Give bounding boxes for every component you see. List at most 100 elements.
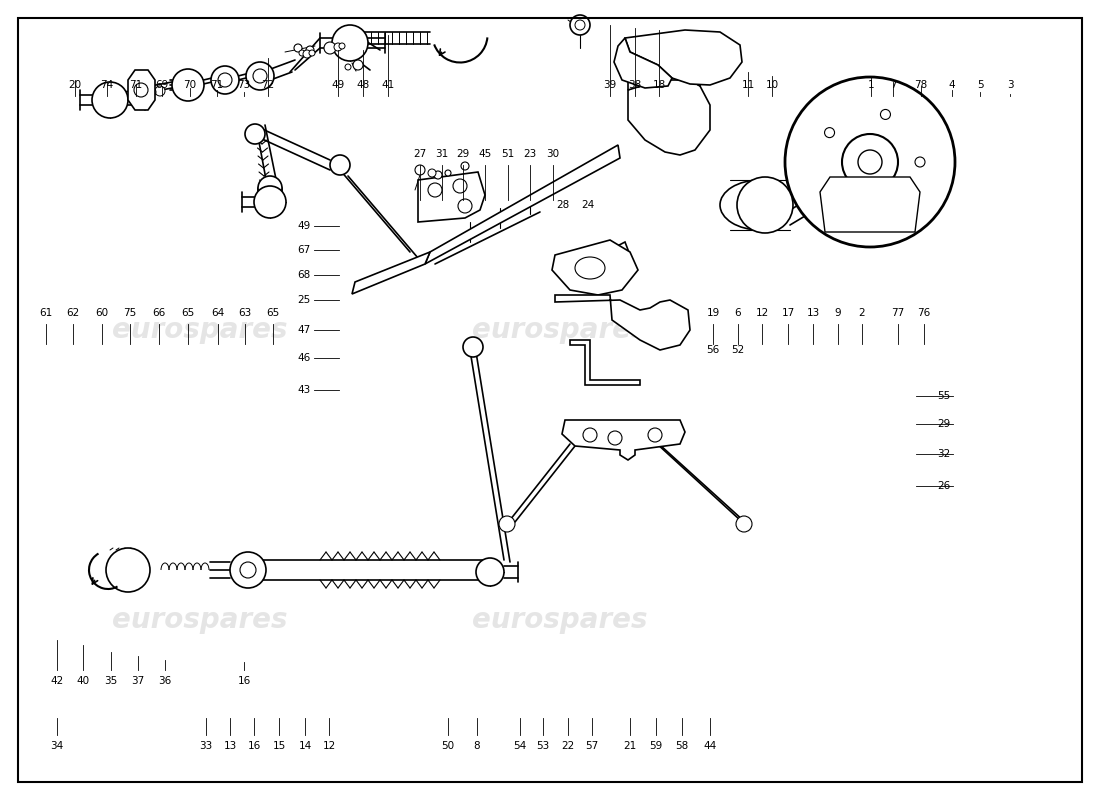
Text: 61: 61 [40, 308, 53, 318]
Text: eurospares: eurospares [112, 606, 288, 634]
Text: 69: 69 [155, 80, 168, 90]
Text: 66: 66 [153, 308, 166, 318]
Circle shape [648, 428, 662, 442]
Text: 45: 45 [478, 149, 492, 159]
Circle shape [880, 205, 891, 214]
Circle shape [334, 43, 342, 51]
Text: 2: 2 [859, 308, 866, 318]
Circle shape [92, 82, 128, 118]
Text: 9: 9 [835, 308, 842, 318]
Circle shape [332, 25, 368, 61]
Text: 65: 65 [182, 308, 195, 318]
Circle shape [858, 150, 882, 174]
Circle shape [453, 179, 468, 193]
Text: 51: 51 [502, 149, 515, 159]
Text: 40: 40 [76, 676, 89, 686]
Text: 44: 44 [703, 741, 716, 751]
Text: 78: 78 [914, 80, 927, 90]
Text: 59: 59 [649, 741, 662, 751]
Text: 32: 32 [937, 449, 950, 459]
Text: 46: 46 [298, 353, 311, 363]
Polygon shape [628, 74, 710, 155]
Text: 56: 56 [706, 345, 719, 355]
Polygon shape [570, 340, 640, 385]
Circle shape [148, 88, 156, 96]
Circle shape [330, 155, 350, 175]
Text: 38: 38 [628, 80, 641, 90]
Circle shape [752, 197, 768, 213]
Text: 28: 28 [557, 200, 570, 210]
Text: 73: 73 [238, 80, 251, 90]
Text: 23: 23 [524, 149, 537, 159]
Text: 76: 76 [917, 308, 931, 318]
Text: 33: 33 [199, 741, 212, 751]
Text: 71: 71 [210, 80, 223, 90]
Circle shape [172, 69, 204, 101]
Text: 4: 4 [948, 80, 955, 90]
Text: 65: 65 [266, 308, 279, 318]
Circle shape [345, 64, 351, 70]
Text: eurospares: eurospares [472, 316, 648, 344]
Circle shape [463, 337, 483, 357]
Polygon shape [628, 48, 700, 90]
Text: 72: 72 [262, 80, 275, 90]
Circle shape [842, 134, 898, 190]
Circle shape [306, 46, 313, 54]
Text: 57: 57 [585, 741, 598, 751]
Circle shape [353, 60, 363, 70]
Polygon shape [418, 172, 485, 222]
Circle shape [785, 77, 955, 247]
Text: 5: 5 [977, 80, 983, 90]
Text: 71: 71 [130, 80, 143, 90]
Text: 8: 8 [474, 741, 481, 751]
Text: 12: 12 [756, 308, 769, 318]
Circle shape [254, 186, 286, 218]
Text: 50: 50 [441, 741, 454, 751]
Text: 13: 13 [806, 308, 820, 318]
Circle shape [461, 162, 469, 170]
Text: 16: 16 [248, 741, 261, 751]
Text: 64: 64 [211, 308, 224, 318]
Circle shape [253, 69, 267, 83]
Circle shape [428, 169, 436, 177]
Text: 1: 1 [868, 80, 875, 90]
Text: 58: 58 [675, 741, 689, 751]
Text: 20: 20 [68, 80, 81, 90]
Circle shape [825, 128, 835, 138]
Text: 34: 34 [51, 741, 64, 751]
Text: 15: 15 [273, 741, 286, 751]
Text: 48: 48 [356, 80, 370, 90]
Text: 24: 24 [582, 200, 595, 210]
Text: 18: 18 [652, 80, 666, 90]
Circle shape [302, 50, 311, 58]
Polygon shape [425, 145, 620, 264]
Circle shape [245, 124, 265, 144]
Text: 55: 55 [937, 391, 950, 401]
Text: 7: 7 [890, 80, 896, 90]
Text: 63: 63 [239, 308, 252, 318]
Circle shape [299, 50, 305, 56]
Circle shape [742, 187, 778, 223]
Circle shape [434, 171, 442, 179]
Text: 21: 21 [624, 741, 637, 751]
Text: 75: 75 [123, 308, 136, 318]
Circle shape [258, 176, 282, 200]
Polygon shape [625, 30, 742, 85]
Polygon shape [820, 177, 920, 232]
Polygon shape [595, 242, 630, 280]
Text: 60: 60 [96, 308, 109, 318]
Text: 49: 49 [298, 221, 311, 231]
Text: 74: 74 [100, 80, 113, 90]
Text: 6: 6 [735, 308, 741, 318]
Text: 47: 47 [298, 325, 311, 335]
Circle shape [737, 177, 793, 233]
Text: 14: 14 [298, 741, 311, 751]
Text: 13: 13 [223, 741, 236, 751]
Circle shape [339, 43, 345, 49]
Circle shape [294, 44, 302, 52]
Text: 27: 27 [414, 149, 427, 159]
Polygon shape [556, 295, 690, 350]
Circle shape [608, 431, 622, 445]
Polygon shape [562, 420, 685, 460]
Text: 22: 22 [561, 741, 574, 751]
